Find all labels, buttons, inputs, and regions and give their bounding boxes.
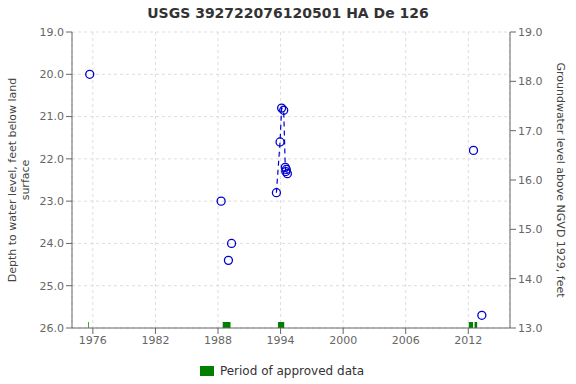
svg-text:18.0: 18.0 [518, 75, 543, 88]
svg-text:22.0: 22.0 [40, 153, 65, 166]
svg-text:17.0: 17.0 [518, 125, 543, 138]
html-text:Period of approved data: Period of approved data [219, 364, 365, 378]
svg-text:15.0: 15.0 [518, 223, 543, 236]
svg-text:13.0: 13.0 [518, 322, 543, 335]
svg-text:1976: 1976 [79, 334, 107, 347]
svg-text:2000: 2000 [329, 334, 357, 347]
svg-text:14.0: 14.0 [518, 273, 543, 286]
svg-text:26.0: 26.0 [40, 322, 65, 335]
svg-text:2012: 2012 [454, 334, 482, 347]
svg-text:25.0: 25.0 [40, 280, 65, 293]
html-text:USGS 392722076120501 HA De 126: USGS 392722076120501 HA De 126 [147, 5, 429, 21]
svg-text:1988: 1988 [204, 334, 232, 347]
svg-text:23.0: 23.0 [40, 195, 65, 208]
svg-text:19.0: 19.0 [40, 26, 65, 39]
svg-text:19.0: 19.0 [518, 26, 543, 39]
svg-text:Depth to water level, feet bel: Depth to water level, feet below land [8, 78, 19, 283]
svg-text:24.0: 24.0 [40, 237, 65, 250]
svg-text:1994: 1994 [267, 334, 295, 347]
svg-text:2006: 2006 [392, 334, 420, 347]
svg-text:16.0: 16.0 [518, 174, 543, 187]
svg-text:21.0: 21.0 [40, 110, 65, 123]
svg-text:surface: surface [19, 159, 32, 200]
svg-text:1982: 1982 [141, 334, 169, 347]
svg-text:Groundwater level above NGVD 1: Groundwater level above NGVD 1929, feet [554, 62, 567, 298]
svg-text:20.0: 20.0 [40, 68, 65, 81]
